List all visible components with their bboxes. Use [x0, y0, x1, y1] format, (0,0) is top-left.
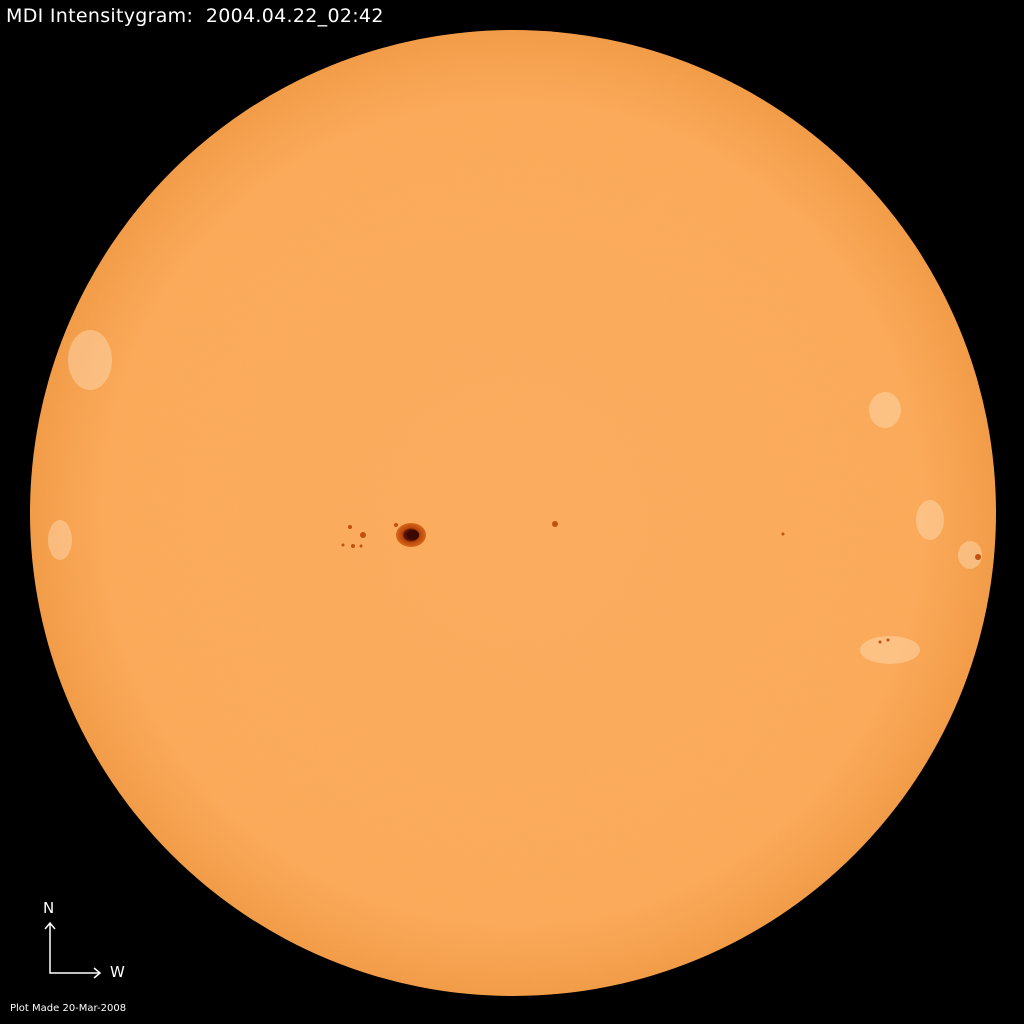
faculae [48, 330, 982, 664]
plot-made-caption: Plot Made 20-Mar-2008 [10, 1003, 127, 1014]
image-title: MDI Intensitygram: 2004.04.22_02:42 [6, 5, 384, 27]
granulation-texture [30, 30, 996, 996]
compass-arrows [44, 921, 102, 979]
north-label: N [43, 899, 55, 917]
small-sunspots [341, 521, 981, 644]
west-label: W [110, 963, 125, 981]
sunspot-group-main [396, 523, 426, 547]
